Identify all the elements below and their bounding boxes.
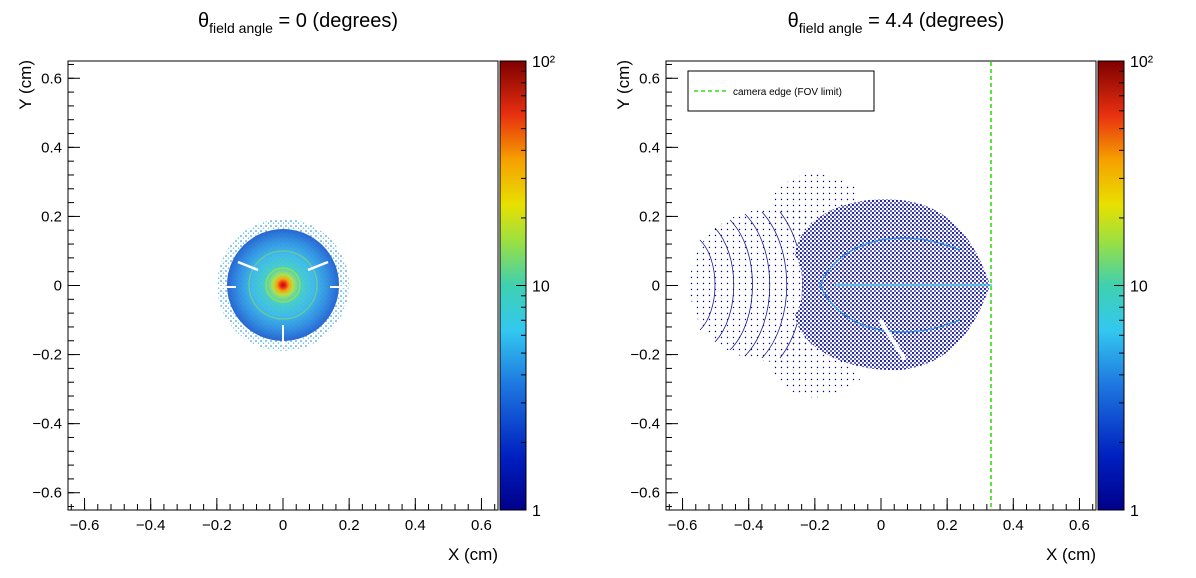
- right-x-tick-label: −0.6: [668, 517, 698, 534]
- right-y-tick-label: 0: [652, 278, 660, 295]
- right-title-subscript: field angle: [799, 20, 863, 36]
- right-spot-cyan-arc: [819, 237, 961, 286]
- left-y-tick-label: 0.4: [41, 139, 62, 156]
- right-x-tick-label: −0.2: [800, 517, 830, 534]
- left-colorbar-ticks: 1 10 10²: [516, 54, 556, 520]
- right-x-tick-label: 0.4: [1003, 517, 1024, 534]
- right-colorbar-label: 10²: [1130, 54, 1154, 71]
- right-fringe-4: [744, 213, 771, 357]
- left-x-tick-label: 0: [279, 517, 287, 534]
- left-y-axis-label: Y (cm): [16, 60, 35, 110]
- right-colorbar-label: 1: [1130, 503, 1139, 520]
- right-x-axis-label: X (cm): [1046, 545, 1096, 564]
- left-y-tick-label: −0.2: [32, 347, 62, 364]
- right-fringe-1: [699, 239, 716, 331]
- left-y-tick-label: 0.6: [41, 70, 62, 87]
- left-title-rest: = 0 (degrees): [273, 10, 398, 32]
- right-spot-left-lobe: [690, 208, 827, 362]
- right-fringe-5: [761, 211, 788, 359]
- left-x-tick-label: −0.6: [70, 517, 100, 534]
- left-axis-ticks: −0.6 −0.4 −0.2 0 0.2 0.4 0.6 −0.6 −0.4 −0.2 0 0.2 0.…: [32, 63, 496, 534]
- left-title-subscript: field angle: [209, 20, 273, 36]
- left-spot-ring-2: [248, 250, 318, 320]
- left-spot-core: [227, 229, 339, 341]
- left-x-tick-label: −0.2: [202, 517, 232, 534]
- right-panel: θfield angle = 4.4 (degrees): [614, 10, 1154, 564]
- right-title-symbol: θ: [788, 10, 799, 32]
- right-legend-label: camera edge (FOV limit): [733, 87, 842, 98]
- left-colorbar-label: 10²: [532, 54, 556, 71]
- right-title-rest: = 4.4 (degrees): [863, 10, 1005, 32]
- right-y-tick-label: 0.2: [639, 208, 660, 225]
- left-y-tick-label: 0: [54, 278, 62, 295]
- left-spot-gap-1: [237, 260, 259, 272]
- right-colorbar-ticks: 1 10 10²: [1114, 54, 1154, 520]
- right-y-tick-label: −0.6: [630, 485, 660, 502]
- left-x-tick-label: 0.2: [339, 517, 360, 534]
- right-x-tick-label: 0.6: [1069, 517, 1090, 534]
- right-spot-gap-streak: [878, 318, 907, 362]
- left-colorbar-label: 10: [532, 279, 550, 296]
- right-spot-group: [690, 62, 992, 509]
- right-y-tick-label: −0.2: [630, 347, 660, 364]
- right-spot-cyan-arc-2: [819, 284, 961, 333]
- left-colorbar-label: 1: [532, 503, 541, 520]
- left-title-symbol: θ: [198, 10, 209, 32]
- right-plot-title: θfield angle = 4.4 (degrees): [788, 10, 1005, 36]
- right-x-tick-label: 0.2: [937, 517, 958, 534]
- left-panel: θfield angle = 0 (degrees) −0.6 −0.4 −0.2 0…: [16, 10, 556, 564]
- right-x-tick-label: −0.4: [734, 517, 764, 534]
- right-y-tick-label: 0.6: [639, 70, 660, 87]
- left-x-tick-label: −0.4: [136, 517, 166, 534]
- right-legend: camera edge (FOV limit): [687, 70, 875, 112]
- left-spot-group: [217, 219, 349, 351]
- right-colorbar-label: 10: [1130, 279, 1148, 296]
- left-plot-title: θfield angle = 0 (degrees): [198, 10, 398, 36]
- right-fringe-6: [779, 211, 803, 359]
- right-spot-fringes: [699, 211, 803, 359]
- left-spot-ring-1: [265, 267, 301, 303]
- right-fringe-3: [729, 219, 753, 351]
- left-spot-gap-2: [307, 260, 329, 272]
- right-x-tick-label: 0: [877, 517, 885, 534]
- right-y-tick-label: −0.4: [630, 416, 660, 433]
- left-x-tick-label: 0.4: [405, 517, 426, 534]
- right-y-tick-label: 0.4: [639, 139, 660, 156]
- right-y-axis-label: Y (cm): [614, 60, 633, 110]
- left-x-axis-label: X (cm): [448, 545, 498, 564]
- left-y-tick-label: 0.2: [41, 208, 62, 225]
- right-axis-ticks: −0.6 −0.4 −0.2 0 0.2 0.4 0.6 −0.6 −0.4 −0.2 0 0.2 0.…: [630, 63, 1094, 534]
- left-y-tick-label: −0.6: [32, 485, 62, 502]
- left-x-tick-label: 0.6: [471, 517, 492, 534]
- left-y-tick-label: −0.4: [32, 416, 62, 433]
- right-fringe-2: [714, 227, 735, 343]
